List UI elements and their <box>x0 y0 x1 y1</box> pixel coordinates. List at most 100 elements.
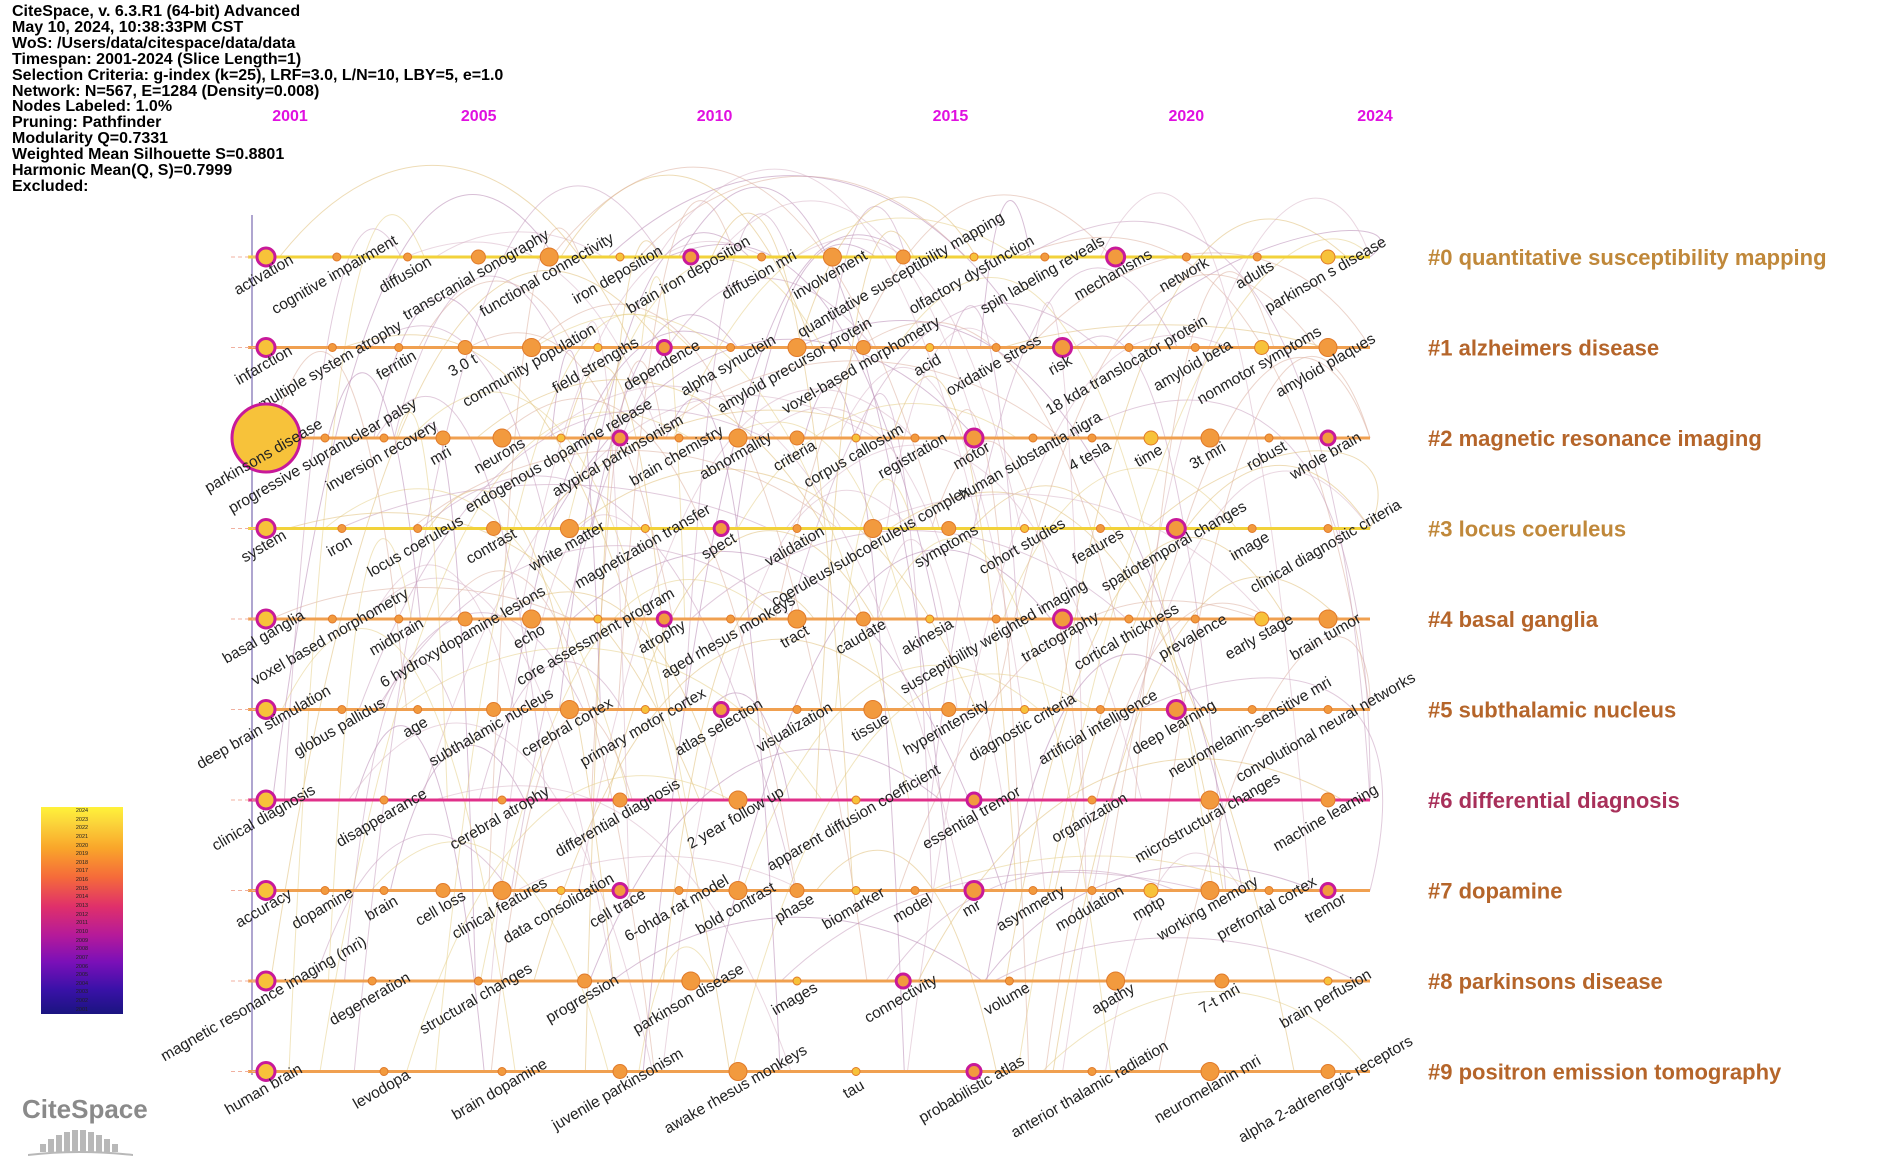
keyword-node[interactable] <box>332 252 342 262</box>
keyword-node[interactable] <box>1320 792 1336 808</box>
keyword-node[interactable] <box>655 339 673 356</box>
keyword-node[interactable] <box>1040 252 1050 262</box>
keyword-node[interactable] <box>486 521 502 536</box>
keyword-node[interactable] <box>1254 611 1270 627</box>
keyword-node[interactable] <box>559 519 579 538</box>
keyword-node[interactable] <box>728 881 748 900</box>
cluster-label[interactable]: #6 differential diagnosis <box>1428 788 1680 813</box>
keyword-label[interactable]: time <box>1132 441 1166 470</box>
keyword-node[interactable] <box>320 886 330 895</box>
keyword-node[interactable] <box>379 433 389 443</box>
keyword-node[interactable] <box>1200 1062 1220 1081</box>
keyword-node[interactable] <box>1087 886 1097 895</box>
keyword-label[interactable]: parkinson s disease <box>1262 233 1389 316</box>
keyword-node[interactable] <box>413 705 423 714</box>
keyword-node[interactable] <box>991 614 1001 624</box>
keyword-node[interactable] <box>539 247 559 267</box>
keyword-node[interactable] <box>457 340 473 355</box>
keyword-node[interactable] <box>1320 1064 1336 1079</box>
keyword-node[interactable] <box>1028 886 1038 895</box>
keyword-node[interactable] <box>726 343 736 352</box>
keyword-node[interactable] <box>855 611 871 627</box>
keyword-node[interactable] <box>1214 973 1230 989</box>
keyword-label[interactable]: image <box>1227 529 1272 565</box>
keyword-label[interactable]: tract <box>777 622 812 652</box>
keyword-node[interactable] <box>1247 524 1257 533</box>
keyword-node[interactable] <box>1020 524 1030 533</box>
keyword-label[interactable]: mri <box>427 443 454 468</box>
keyword-node[interactable] <box>435 883 451 898</box>
cluster-label[interactable]: #1 alzheimers disease <box>1428 336 1659 361</box>
keyword-label[interactable]: structural changes <box>417 960 535 1038</box>
keyword-node[interactable] <box>655 610 673 628</box>
keyword-node[interactable] <box>787 609 807 629</box>
keyword-node[interactable] <box>1095 705 1105 714</box>
keyword-node[interactable] <box>327 614 337 624</box>
keyword-label[interactable]: 6-ohda rat model <box>622 872 732 945</box>
keyword-node[interactable] <box>1087 433 1097 443</box>
keyword-node[interactable] <box>394 614 404 624</box>
keyword-node[interactable] <box>863 519 883 538</box>
keyword-node[interactable] <box>681 971 701 991</box>
keyword-node[interactable] <box>379 1067 389 1076</box>
keyword-node[interactable] <box>712 701 730 718</box>
keyword-label[interactable]: cerebral atrophy <box>447 783 553 854</box>
keyword-node[interactable] <box>728 1062 748 1081</box>
keyword-node[interactable] <box>1190 343 1200 352</box>
keyword-node[interactable] <box>789 883 805 898</box>
keyword-node[interactable] <box>556 886 566 895</box>
keyword-node[interactable] <box>593 343 603 352</box>
keyword-node[interactable] <box>255 518 277 539</box>
keyword-node[interactable] <box>726 614 736 624</box>
keyword-label[interactable]: brain <box>363 893 401 925</box>
keyword-node[interactable] <box>789 430 805 446</box>
keyword-label[interactable]: magnetic resonance imaging (mri) <box>158 933 369 1065</box>
keyword-node[interactable] <box>1052 608 1073 630</box>
keyword-node[interactable] <box>1254 340 1270 355</box>
keyword-node[interactable] <box>925 614 935 624</box>
keyword-label[interactable]: alpha 2-adrenergic receptors <box>1236 1033 1416 1147</box>
keyword-node[interactable] <box>991 343 1001 352</box>
keyword-label[interactable]: brain dopamine <box>449 1056 550 1124</box>
keyword-node[interactable] <box>255 608 277 630</box>
keyword-node[interactable] <box>1095 524 1105 533</box>
keyword-node[interactable] <box>255 880 277 901</box>
keyword-node[interactable] <box>473 976 483 986</box>
keyword-node[interactable] <box>497 1067 507 1076</box>
keyword-node[interactable] <box>379 886 389 895</box>
keyword-node[interactable] <box>403 252 413 262</box>
keyword-node[interactable] <box>851 1067 861 1076</box>
keyword-node[interactable] <box>1106 971 1126 991</box>
keyword-node[interactable] <box>327 343 337 352</box>
keyword-node[interactable] <box>615 252 625 262</box>
keyword-label[interactable]: acid <box>911 351 944 380</box>
keyword-node[interactable] <box>674 433 684 443</box>
keyword-node[interactable] <box>379 795 389 805</box>
keyword-label[interactable]: brain iron deposition <box>624 233 753 318</box>
keyword-node[interactable] <box>522 609 541 629</box>
cluster-label[interactable]: #2 magnetic resonance imaging <box>1428 426 1762 451</box>
keyword-node[interactable] <box>728 428 748 448</box>
keyword-node[interactable] <box>492 881 512 900</box>
keyword-node[interactable] <box>910 433 920 443</box>
keyword-label[interactable]: prefrontal cortex <box>1214 873 1320 944</box>
cluster-label[interactable]: #3 locus coeruleus <box>1428 517 1626 542</box>
keyword-node[interactable] <box>1052 337 1073 358</box>
keyword-node[interactable] <box>941 521 957 536</box>
keyword-node[interactable] <box>1264 433 1274 443</box>
keyword-node[interactable] <box>787 338 807 357</box>
keyword-node[interactable] <box>1252 252 1262 262</box>
cluster-label[interactable]: #8 parkinsons disease <box>1428 969 1663 994</box>
keyword-node[interactable] <box>1020 705 1030 714</box>
keyword-node[interactable] <box>337 524 347 533</box>
keyword-node[interactable] <box>470 249 486 265</box>
keyword-node[interactable] <box>255 337 277 358</box>
keyword-node[interactable] <box>851 886 861 895</box>
keyword-node[interactable] <box>1004 976 1014 986</box>
keyword-node[interactable] <box>1087 1067 1097 1076</box>
keyword-label[interactable]: anterior thalamic radiation <box>1008 1038 1171 1142</box>
keyword-label[interactable]: disappearance <box>333 785 430 851</box>
keyword-node[interactable] <box>497 795 507 805</box>
